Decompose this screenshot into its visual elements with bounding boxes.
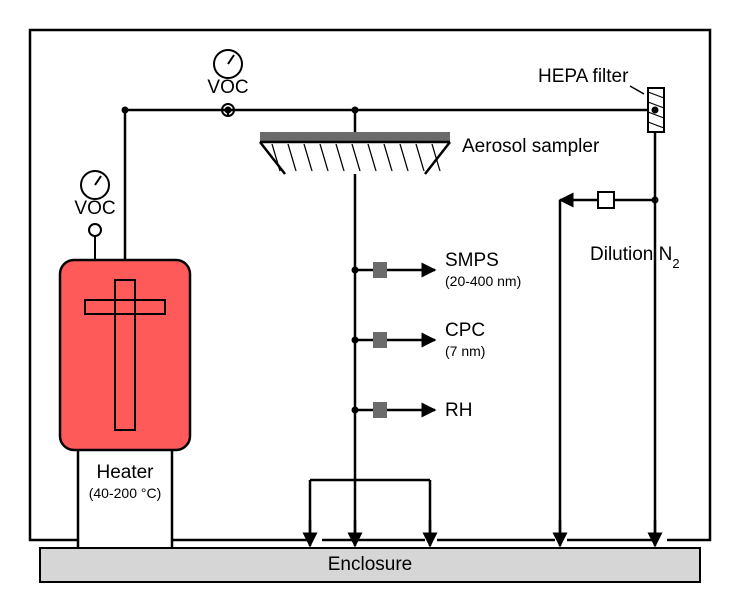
heater-sublabel: (40-200 °C) bbox=[89, 485, 162, 501]
voc-left-label: VOC bbox=[74, 198, 115, 219]
sampler-top bbox=[260, 132, 450, 142]
dilution-label: Dilution N2 bbox=[590, 244, 680, 271]
smps-sublabel: (20-400 nm) bbox=[445, 273, 521, 289]
hepa-label: HEPA filter bbox=[538, 66, 629, 87]
smps-label: SMPS bbox=[445, 250, 499, 271]
voc-top-label: VOC bbox=[207, 77, 248, 98]
heater-label: Heater bbox=[96, 462, 154, 483]
sampler-label: Aerosol sampler bbox=[462, 136, 600, 157]
cpc-label: CPC bbox=[445, 320, 485, 341]
cpc-sublabel: (7 nm) bbox=[445, 343, 485, 359]
rh-label: RH bbox=[445, 400, 472, 421]
heater-block bbox=[60, 260, 190, 450]
enclosure-label: Enclosure bbox=[328, 554, 413, 575]
